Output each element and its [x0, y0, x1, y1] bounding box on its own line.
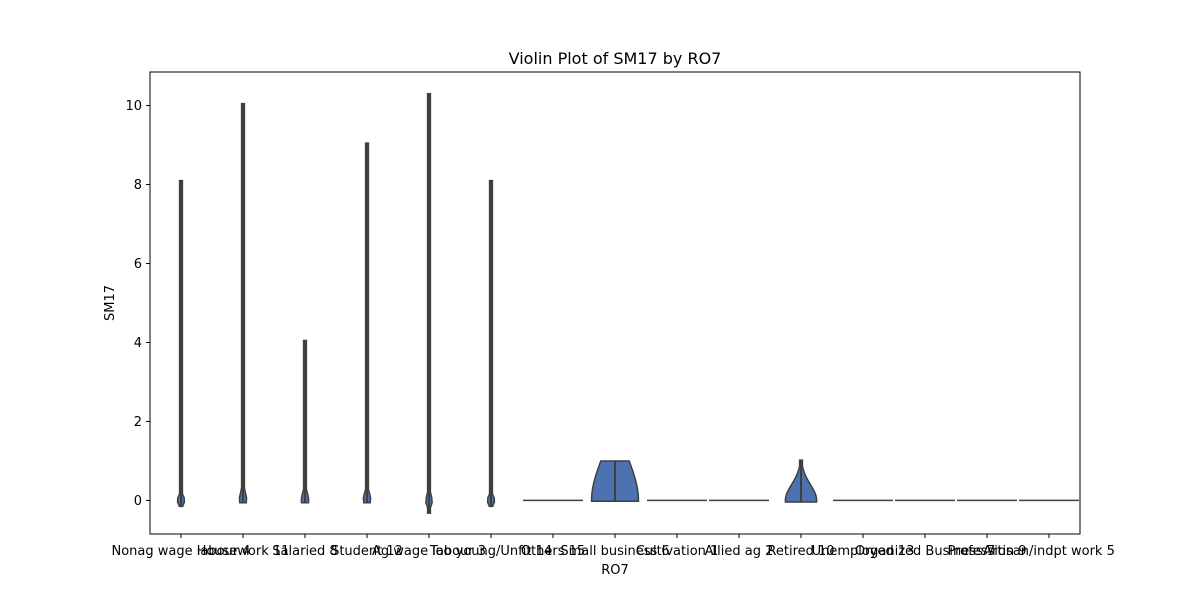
y-tick-label: 2	[134, 415, 142, 430]
x-tick-label: Salaried 8	[272, 544, 337, 559]
x-tick-label: Nonag wage labour 4	[111, 544, 250, 559]
violin-group	[176, 92, 1079, 514]
x-tick-label: Unemployed 13	[812, 544, 915, 559]
x-axis-label: RO7	[601, 563, 629, 578]
chart-title: Violin Plot of SM17 by RO7	[509, 49, 722, 68]
x-tick-label: Organized Business 7	[855, 544, 995, 559]
y-tick-label: 6	[134, 257, 142, 272]
plot-frame	[149, 71, 1081, 535]
y-tick-label: 10	[125, 99, 142, 114]
x-tick-label: Student 12	[331, 544, 403, 559]
y-tick-label: 0	[134, 494, 142, 509]
x-tick-label: Housework 11	[197, 544, 290, 559]
x-tick-label: Artisan/indpt work 5	[983, 544, 1115, 559]
y-axis: 0 2 4 6 8 10	[125, 99, 150, 509]
y-tick-label: 8	[134, 178, 142, 193]
x-tick-label: Too young/Unfit 14	[429, 544, 552, 559]
x-tick-label: Ag wage labour 3	[372, 544, 486, 559]
x-tick-label: Retired 10	[767, 544, 834, 559]
x-tick-label: Profession 9	[948, 544, 1027, 559]
x-tick-label: Cultivation 1	[636, 544, 719, 559]
y-tick-label: 4	[134, 336, 142, 351]
y-axis-label: SM17	[103, 285, 118, 321]
x-tick-label: Allied ag 2	[705, 544, 774, 559]
x-tick-label: Small business 6	[560, 544, 669, 559]
x-tick-label: Others 15	[521, 544, 585, 559]
